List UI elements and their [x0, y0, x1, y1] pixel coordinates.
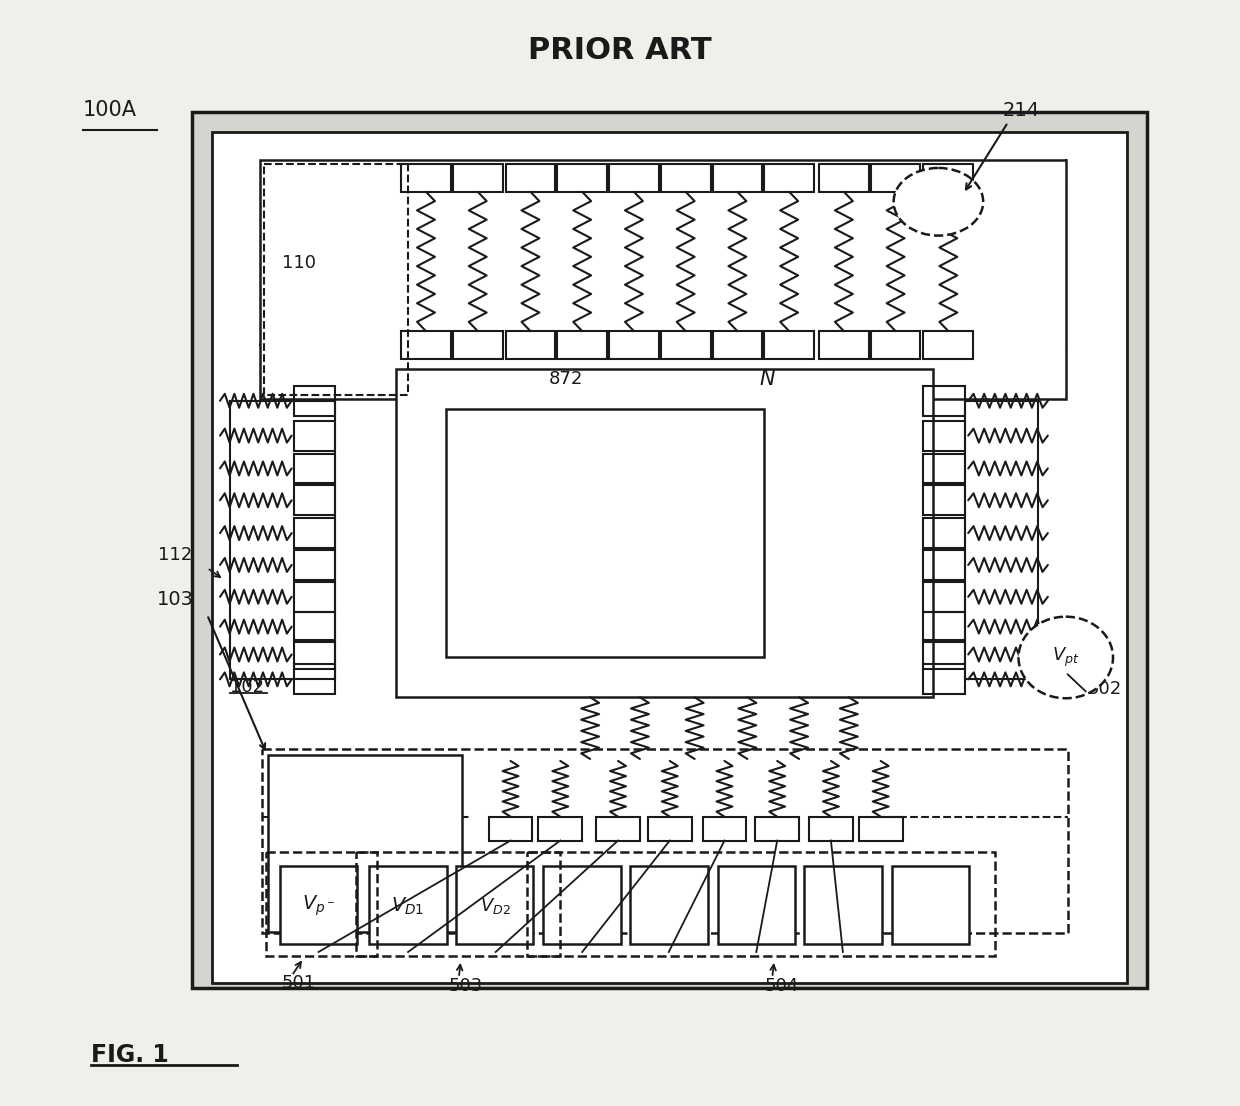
Bar: [453, 164, 502, 191]
Bar: [260, 160, 1065, 399]
Bar: [764, 164, 813, 191]
Bar: [924, 519, 965, 549]
Text: $V_{p^-}$: $V_{p^-}$: [301, 894, 335, 918]
Bar: [401, 164, 451, 191]
Bar: [859, 816, 903, 841]
Ellipse shape: [1018, 617, 1114, 698]
Bar: [265, 853, 377, 956]
Bar: [294, 519, 336, 549]
Bar: [924, 486, 965, 515]
Text: 504: 504: [764, 977, 799, 994]
Bar: [401, 331, 451, 359]
Bar: [924, 582, 965, 612]
Bar: [456, 866, 533, 945]
Bar: [661, 331, 711, 359]
Bar: [713, 331, 763, 359]
Bar: [280, 866, 357, 945]
Text: 214: 214: [1003, 101, 1040, 119]
Text: 102: 102: [229, 678, 264, 697]
Bar: [764, 331, 813, 359]
Bar: [718, 866, 795, 945]
Ellipse shape: [894, 168, 983, 236]
Text: $V_{D2}$: $V_{D2}$: [480, 896, 511, 916]
Text: $V_{D1}$: $V_{D1}$: [392, 896, 424, 917]
Text: 502: 502: [1087, 680, 1122, 698]
Bar: [543, 866, 621, 945]
Bar: [924, 331, 973, 359]
Bar: [647, 816, 692, 841]
Bar: [808, 816, 853, 841]
Bar: [453, 331, 502, 359]
Bar: [506, 164, 556, 191]
Bar: [924, 639, 965, 669]
Bar: [713, 164, 763, 191]
Bar: [924, 665, 965, 695]
Bar: [596, 816, 640, 841]
Bar: [294, 486, 336, 515]
Bar: [212, 132, 1127, 983]
Bar: [356, 853, 560, 956]
Text: 125: 125: [274, 761, 308, 779]
Text: 112: 112: [157, 546, 192, 564]
Bar: [264, 164, 408, 395]
Text: 110: 110: [281, 254, 316, 272]
Bar: [703, 816, 746, 841]
Bar: [609, 331, 658, 359]
Bar: [294, 665, 336, 695]
Bar: [609, 164, 658, 191]
Bar: [892, 866, 970, 945]
Bar: [924, 164, 973, 191]
Bar: [804, 866, 882, 945]
Bar: [924, 386, 965, 416]
Text: FIG. 1: FIG. 1: [91, 1043, 169, 1067]
Bar: [294, 639, 336, 669]
Bar: [506, 331, 556, 359]
Bar: [924, 420, 965, 450]
Text: PRIOR ART: PRIOR ART: [528, 36, 712, 65]
Text: $V_{pt}$: $V_{pt}$: [1052, 646, 1080, 669]
Text: 100A: 100A: [83, 101, 136, 121]
Bar: [262, 749, 1068, 933]
Bar: [870, 164, 920, 191]
Bar: [870, 331, 920, 359]
Text: 103: 103: [157, 591, 195, 609]
Text: P: P: [591, 521, 609, 550]
Bar: [396, 369, 934, 697]
Bar: [924, 453, 965, 483]
Bar: [818, 164, 869, 191]
Bar: [630, 866, 708, 945]
Bar: [661, 164, 711, 191]
Bar: [294, 420, 336, 450]
Bar: [489, 816, 532, 841]
Bar: [924, 612, 965, 641]
Bar: [294, 386, 336, 416]
Text: 501: 501: [281, 973, 316, 992]
Bar: [294, 453, 336, 483]
Text: N: N: [759, 369, 775, 389]
Bar: [557, 164, 608, 191]
Bar: [527, 853, 996, 956]
Bar: [755, 816, 799, 841]
Text: 872: 872: [548, 369, 583, 388]
Bar: [294, 612, 336, 641]
Bar: [268, 755, 461, 932]
Bar: [557, 331, 608, 359]
Bar: [924, 550, 965, 580]
Bar: [446, 409, 764, 657]
Text: 503: 503: [449, 977, 484, 994]
Bar: [818, 331, 869, 359]
Bar: [538, 816, 583, 841]
Bar: [294, 550, 336, 580]
Bar: [370, 866, 446, 945]
Bar: [192, 112, 1147, 988]
Bar: [294, 582, 336, 612]
